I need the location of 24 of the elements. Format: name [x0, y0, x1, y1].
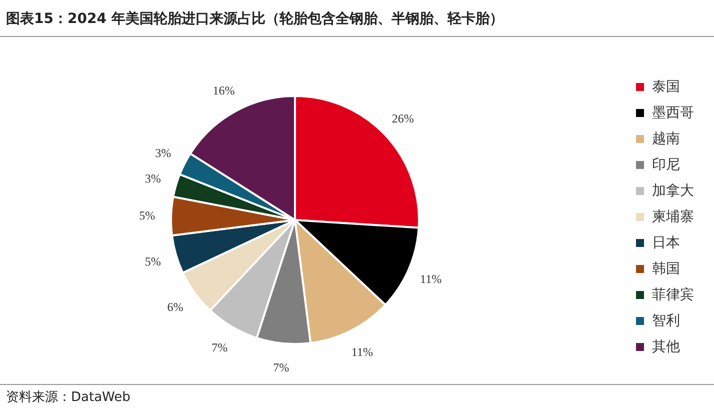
legend-label: 墨西哥: [652, 104, 694, 122]
data-label: 11%: [420, 272, 442, 286]
legend-label: 柬埔寨: [652, 208, 694, 226]
data-label: 3%: [155, 146, 172, 160]
legend-label: 菲律宾: [652, 286, 694, 304]
data-label: 11%: [351, 344, 373, 359]
data-label: 5%: [139, 208, 156, 222]
text: 资料来源：DataWeb: [6, 389, 130, 406]
data-label: 5%: [144, 254, 161, 268]
legend-label: 智利: [652, 312, 680, 330]
legend-label: 日本: [652, 234, 680, 252]
data-label: 7%: [273, 360, 290, 374]
data-label: 26%: [392, 112, 414, 126]
legend-label: 泰国: [652, 78, 680, 96]
legend-label: 加拿大: [652, 182, 694, 200]
legend-label: 韩国: [652, 260, 680, 278]
data-label: 16%: [212, 83, 235, 98]
data-label: 6%: [167, 300, 184, 314]
legend-label: 印尼: [652, 156, 680, 174]
legend-label: 越南: [652, 130, 680, 148]
data-label: 3%: [144, 172, 161, 186]
legend-label: 其他: [652, 338, 680, 356]
data-label: 7%: [212, 340, 228, 354]
chart-title: 图表15：2024 年美国轮胎进口来源占比（轮胎包含全钢胎、半钢胎、轻卡胎）: [6, 10, 504, 28]
